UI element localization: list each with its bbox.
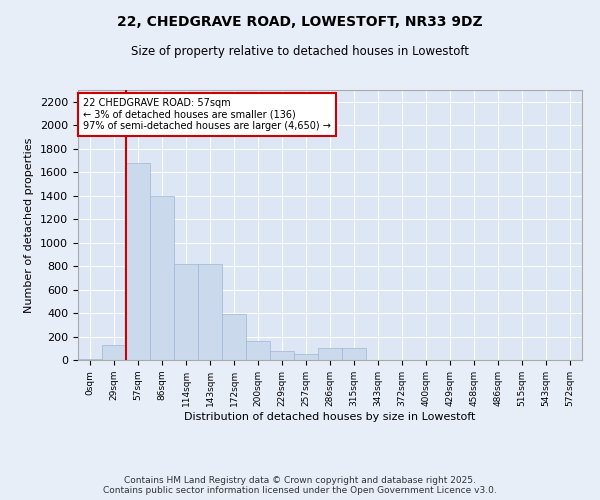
Text: Size of property relative to detached houses in Lowestoft: Size of property relative to detached ho… bbox=[131, 45, 469, 58]
Bar bbox=[318, 348, 342, 360]
Bar bbox=[198, 264, 222, 360]
Text: 22 CHEDGRAVE ROAD: 57sqm
← 3% of detached houses are smaller (136)
97% of semi-d: 22 CHEDGRAVE ROAD: 57sqm ← 3% of detache… bbox=[83, 98, 331, 132]
Bar bbox=[102, 344, 126, 360]
Bar bbox=[78, 359, 102, 360]
Bar bbox=[174, 264, 198, 360]
Y-axis label: Number of detached properties: Number of detached properties bbox=[25, 138, 34, 312]
Bar bbox=[270, 350, 294, 360]
Bar bbox=[246, 340, 270, 360]
Text: 22, CHEDGRAVE ROAD, LOWESTOFT, NR33 9DZ: 22, CHEDGRAVE ROAD, LOWESTOFT, NR33 9DZ bbox=[117, 15, 483, 29]
Text: Contains HM Land Registry data © Crown copyright and database right 2025.
Contai: Contains HM Land Registry data © Crown c… bbox=[103, 476, 497, 495]
Bar bbox=[126, 163, 150, 360]
Bar bbox=[294, 354, 318, 360]
X-axis label: Distribution of detached houses by size in Lowestoft: Distribution of detached houses by size … bbox=[184, 412, 476, 422]
Bar bbox=[222, 314, 246, 360]
Bar bbox=[342, 348, 366, 360]
Bar bbox=[150, 196, 174, 360]
